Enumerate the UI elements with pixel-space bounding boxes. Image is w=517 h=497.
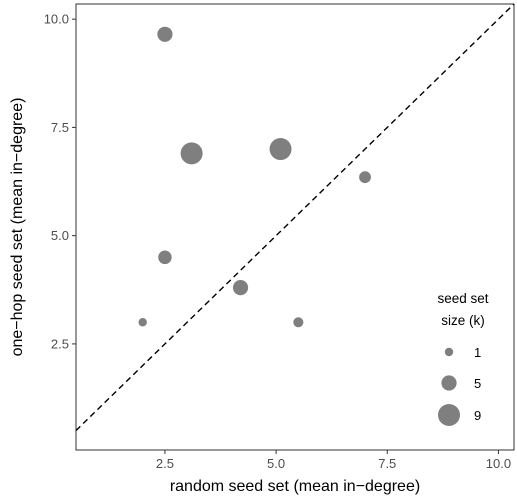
data-point	[269, 138, 292, 161]
data-point	[158, 250, 172, 265]
y-axis-ticks: 2.5 5.0 7.5 10.0	[44, 12, 76, 351]
legend: seed set size (k) 1 5 9	[437, 291, 489, 426]
y-tick-label: 10.0	[44, 12, 69, 27]
x-tick-label: 7.5	[378, 456, 396, 471]
x-tick-label: 5.0	[267, 456, 285, 471]
plot-panel	[75, 3, 515, 451]
data-point	[180, 142, 203, 165]
data-point	[359, 171, 371, 184]
legend-label: 9	[474, 408, 481, 423]
y-tick-label: 7.5	[51, 120, 69, 135]
data-point	[157, 26, 173, 42]
data-point	[138, 318, 147, 327]
data-point	[232, 280, 249, 296]
y-tick-label: 2.5	[51, 336, 69, 351]
x-axis-title: random seed set (mean in−degree)	[170, 478, 420, 495]
data-point	[293, 317, 304, 328]
legend-title-line1: seed set	[437, 291, 488, 306]
legend-key-1	[444, 347, 454, 357]
x-tick-label: 2.5	[156, 456, 174, 471]
x-axis-ticks: 2.5 5.0 7.5 10.0	[156, 450, 511, 471]
legend-key-5	[441, 375, 457, 391]
data-points	[138, 26, 371, 328]
legend-label: 5	[474, 376, 481, 391]
x-tick-label: 10.0	[486, 456, 511, 471]
legend-title-line2: size (k)	[441, 313, 485, 328]
legend-label: 1	[474, 345, 481, 360]
y-axis-title: one−hop seed set (mean in−degree)	[9, 98, 26, 357]
y-tick-label: 5.0	[51, 228, 69, 243]
identity-reference-line	[75, 3, 515, 432]
legend-key-9	[438, 404, 460, 426]
